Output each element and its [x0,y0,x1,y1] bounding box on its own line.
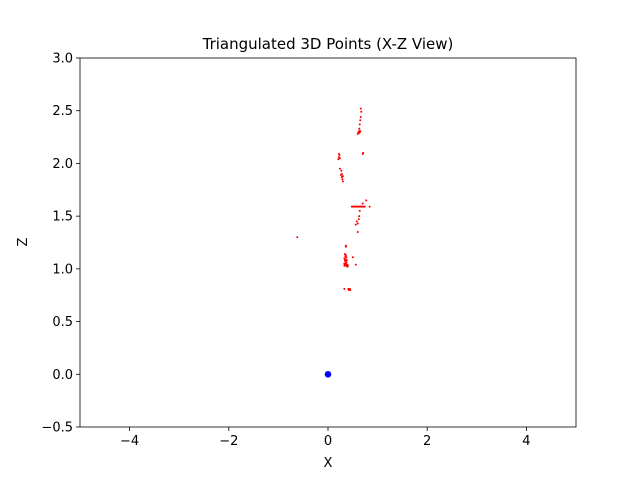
y-tick-label: 1.0 [52,262,73,277]
data-point [365,199,368,202]
data-point [341,178,344,181]
data-point [296,236,299,239]
data-point [356,132,359,135]
data-point [343,257,346,260]
data-point [359,119,362,122]
data-point [338,167,341,170]
data-point [361,202,364,205]
data-point [358,123,361,126]
data-point [341,180,344,183]
x-tick-label: 4 [522,434,530,449]
data-point [324,370,332,378]
data-point [344,245,347,248]
data-point [340,176,343,179]
y-tick-label: 1.5 [52,210,73,225]
data-point [359,107,362,110]
data-point [345,259,348,262]
data-point [356,230,359,233]
data-point [343,264,346,267]
plot-area: −4 −2 0 2 4 −0.5 0.0 0.5 1.0 1.5 2.0 2.5 3.0 [41,52,577,449]
data-point [337,158,340,161]
axes-frame [79,57,577,428]
x-tick-label: 2 [423,434,431,449]
data-point [368,205,371,208]
data-point [339,174,342,177]
x-tick-label: 0 [324,434,332,449]
data-point [338,157,341,160]
data-point [344,264,347,267]
data-point [358,127,361,130]
data-point [347,288,350,291]
data-point [363,205,366,208]
y-tick-label: −0.5 [41,421,73,436]
chart-title: Triangulated 3D Points (X-Z View) [202,35,454,53]
x-axis-label: X [324,456,333,471]
data-point [338,153,341,156]
data-point [359,116,362,119]
data-point [357,218,360,221]
y-tick-label: 0.0 [52,368,73,383]
data-point [351,256,354,259]
data-point [340,169,343,172]
y-tick-label: 3.0 [52,52,73,67]
data-point [349,288,352,291]
data-point [362,151,365,154]
y-tick-label: 0.5 [52,315,73,330]
x-tick-label: −4 [120,434,139,449]
data-point [358,215,361,218]
data-point [345,256,348,259]
y-tick-label: 2.0 [52,157,73,172]
data-point [346,265,349,268]
data-point [360,110,363,113]
data-point [354,223,357,226]
data-point [354,263,357,266]
data-point [343,287,346,290]
x-tick-label: −2 [219,434,238,449]
data-point [356,222,359,225]
y-axis-label: Z [16,237,31,246]
data-point [355,220,358,223]
data-point [358,209,361,212]
y-tick-label: 2.5 [52,104,73,119]
